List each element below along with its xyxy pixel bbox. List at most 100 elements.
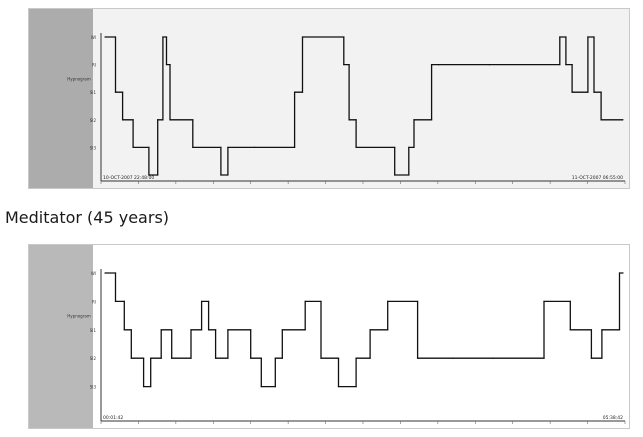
data-point	[162, 36, 164, 38]
y-axis-label: Hypnogram	[67, 76, 91, 81]
data-point	[114, 272, 117, 274]
data-point	[337, 357, 340, 359]
data-point	[301, 36, 304, 38]
data-point	[250, 329, 252, 331]
data-point	[587, 36, 589, 38]
hypnogram-chart-bottom: Wl RI SI1 SI2 SI3 Hypnogram 00:01:42 05:38:42	[28, 244, 630, 429]
data-point	[123, 329, 125, 331]
y-tick-label: SI2	[90, 118, 97, 123]
x-end-label: 11-OCT-2007 06:55:00	[572, 175, 623, 181]
data-point	[227, 146, 229, 148]
data-point	[543, 357, 545, 359]
data-point	[304, 329, 306, 331]
data-point	[600, 91, 602, 93]
data-point	[190, 329, 192, 331]
data-point	[320, 300, 322, 302]
data-point	[601, 357, 603, 359]
data-point	[274, 357, 276, 359]
data-point	[622, 272, 624, 274]
data-point	[281, 357, 283, 359]
data-point	[160, 357, 162, 359]
x-start-label: 10-OCT-2007 22:48:00	[103, 175, 154, 181]
data-point	[227, 329, 229, 331]
y-tick-label: Wl	[91, 271, 96, 276]
data-point	[169, 64, 171, 66]
data-point	[253, 146, 255, 148]
data-point	[394, 174, 396, 176]
data-point	[171, 329, 173, 331]
data-point	[593, 36, 595, 38]
data-point	[622, 119, 624, 121]
grey-sidebar	[29, 9, 93, 188]
y-tick-label: SI3	[90, 385, 97, 390]
data-point	[301, 91, 304, 93]
hypnogram-plot-bottom: Wl RI SI1 SI2 SI3 Hypnogram 00:01:42 05:38:42	[29, 245, 626, 428]
data-point	[190, 357, 192, 359]
data-point	[355, 146, 357, 148]
hypnogram-plot-top: Wl RI SI1 SI2 SI3 Hypnogram 10-OCT-2007 22:48:…	[29, 9, 629, 188]
data-point	[355, 386, 357, 388]
data-point	[394, 146, 396, 148]
y-tick-label: SI2	[90, 356, 97, 361]
data-point	[593, 91, 595, 93]
data-point	[122, 91, 124, 93]
data-point	[369, 329, 371, 331]
data-point	[408, 174, 410, 176]
y-tick-label: RI	[92, 299, 96, 304]
data-point	[565, 64, 567, 66]
data-point	[559, 36, 561, 38]
data-point	[618, 272, 621, 274]
data-point	[165, 64, 168, 66]
data-point	[618, 329, 621, 331]
data-point	[157, 174, 159, 176]
data-point	[438, 64, 440, 66]
data-point	[220, 146, 222, 148]
data-point	[104, 272, 106, 274]
data-point	[320, 357, 322, 359]
data-point	[431, 64, 433, 66]
data-point	[260, 386, 262, 388]
data-point	[143, 357, 145, 359]
data-point	[132, 146, 134, 148]
data-point	[492, 357, 494, 359]
data-point	[201, 329, 203, 331]
hypnogram-series-line	[105, 272, 623, 388]
data-point	[192, 119, 194, 121]
data-point	[587, 91, 589, 93]
data-point	[143, 386, 145, 388]
data-point	[114, 300, 117, 302]
y-tick-label: SI1	[90, 90, 97, 95]
data-point	[569, 329, 571, 331]
data-point	[201, 300, 203, 302]
data-point	[343, 64, 345, 66]
data-point	[169, 119, 171, 121]
data-point	[148, 146, 150, 148]
x-end-label: 05:38:42	[603, 415, 623, 421]
data-point	[488, 64, 491, 66]
data-point	[369, 357, 371, 359]
data-point	[304, 300, 306, 302]
data-point	[601, 329, 603, 331]
data-point	[431, 119, 433, 121]
y-tick-label: SI1	[90, 328, 97, 333]
data-point	[208, 300, 210, 302]
data-point	[348, 119, 350, 121]
data-point	[157, 119, 159, 121]
data-point	[600, 119, 602, 121]
data-point	[114, 36, 117, 38]
chart-caption: Meditator (45 years)	[5, 208, 170, 227]
data-point	[387, 329, 389, 331]
data-point	[150, 357, 152, 359]
data-point	[122, 119, 124, 121]
plot-background	[29, 9, 629, 188]
data-point	[171, 357, 173, 359]
data-point	[413, 119, 415, 121]
data-point	[355, 357, 357, 359]
data-point	[220, 174, 222, 176]
data-point	[160, 329, 162, 331]
data-point	[208, 329, 210, 331]
data-point	[192, 146, 194, 148]
data-point	[260, 357, 262, 359]
data-point	[387, 300, 389, 302]
data-point	[565, 36, 567, 38]
